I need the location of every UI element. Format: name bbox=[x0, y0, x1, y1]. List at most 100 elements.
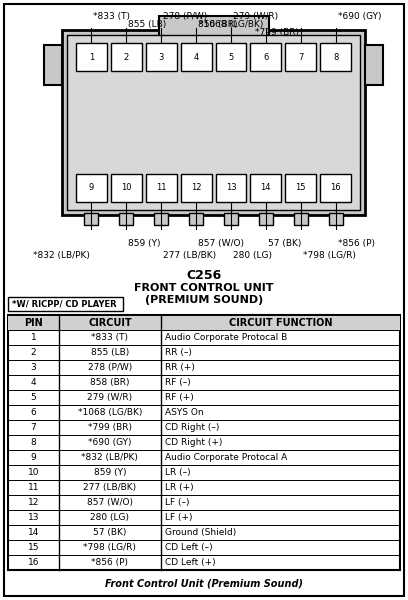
Text: 57 (BK): 57 (BK) bbox=[93, 528, 126, 537]
Text: *690 (GY): *690 (GY) bbox=[88, 438, 132, 447]
Bar bbox=[285, 174, 316, 202]
Bar bbox=[44, 45, 62, 85]
Text: 12: 12 bbox=[191, 184, 201, 193]
Text: 8: 8 bbox=[333, 52, 338, 61]
Bar bbox=[294, 213, 308, 225]
Text: LF (+): LF (+) bbox=[165, 513, 193, 522]
Text: 4: 4 bbox=[193, 52, 199, 61]
Bar bbox=[8, 315, 400, 330]
Bar bbox=[158, 16, 268, 38]
Text: 859 (Y): 859 (Y) bbox=[128, 239, 161, 248]
Bar bbox=[111, 174, 142, 202]
Bar bbox=[320, 43, 351, 71]
Text: 4: 4 bbox=[31, 378, 36, 387]
Text: 7: 7 bbox=[298, 52, 304, 61]
Bar bbox=[189, 213, 203, 225]
Text: *799 (BR): *799 (BR) bbox=[255, 28, 299, 37]
Text: 12: 12 bbox=[28, 498, 39, 507]
Text: 57 (BK): 57 (BK) bbox=[268, 239, 301, 248]
Bar bbox=[119, 213, 133, 225]
Text: PIN: PIN bbox=[24, 317, 43, 328]
Text: 13: 13 bbox=[226, 184, 236, 193]
Text: *799 (BR): *799 (BR) bbox=[88, 423, 132, 432]
Text: C256: C256 bbox=[186, 269, 222, 282]
Bar bbox=[215, 43, 246, 71]
Text: 1: 1 bbox=[89, 52, 94, 61]
Text: *856 (P): *856 (P) bbox=[337, 239, 375, 248]
Text: LF (–): LF (–) bbox=[165, 498, 189, 507]
Bar bbox=[146, 43, 177, 71]
Text: *833 (T): *833 (T) bbox=[93, 12, 131, 21]
Bar bbox=[181, 43, 211, 71]
Bar bbox=[62, 30, 365, 215]
Bar bbox=[328, 213, 343, 225]
Text: 855 (LB): 855 (LB) bbox=[91, 348, 129, 357]
Bar bbox=[76, 174, 107, 202]
Text: 13: 13 bbox=[28, 513, 39, 522]
Text: CD Right (–): CD Right (–) bbox=[165, 423, 219, 432]
Text: CD Left (–): CD Left (–) bbox=[165, 543, 213, 552]
Text: CD Right (+): CD Right (+) bbox=[165, 438, 222, 447]
Bar bbox=[320, 174, 351, 202]
Text: 858 (BR): 858 (BR) bbox=[90, 378, 130, 387]
Bar bbox=[67, 35, 360, 210]
Text: 9: 9 bbox=[89, 184, 94, 193]
Text: 14: 14 bbox=[261, 184, 271, 193]
Text: Audio Corporate Protocal A: Audio Corporate Protocal A bbox=[165, 453, 287, 462]
Text: *833 (T): *833 (T) bbox=[91, 333, 129, 342]
Text: FRONT CONTROL UNIT: FRONT CONTROL UNIT bbox=[134, 283, 274, 293]
Text: *832 (LB/PK): *832 (LB/PK) bbox=[33, 251, 89, 260]
Bar bbox=[365, 45, 383, 85]
Text: 11: 11 bbox=[156, 184, 166, 193]
Text: 279 (W/R): 279 (W/R) bbox=[233, 12, 278, 21]
Bar bbox=[215, 174, 246, 202]
Text: 10: 10 bbox=[28, 468, 39, 477]
Text: 5: 5 bbox=[228, 52, 233, 61]
Text: 279 (W/R): 279 (W/R) bbox=[87, 393, 133, 402]
Text: CIRCUIT FUNCTION: CIRCUIT FUNCTION bbox=[229, 317, 332, 328]
Bar bbox=[8, 315, 400, 570]
Text: 856 (BR): 856 (BR) bbox=[198, 20, 237, 29]
Text: *798 (LG/R): *798 (LG/R) bbox=[303, 251, 355, 260]
Text: RF (+): RF (+) bbox=[165, 393, 194, 402]
Bar bbox=[251, 174, 281, 202]
Text: Ground (Shield): Ground (Shield) bbox=[165, 528, 236, 537]
Text: *1068 (LG/BK): *1068 (LG/BK) bbox=[78, 408, 142, 417]
Text: CD Left (+): CD Left (+) bbox=[165, 558, 215, 567]
Text: 11: 11 bbox=[28, 483, 39, 492]
Text: 857 (W/O): 857 (W/O) bbox=[198, 239, 244, 248]
Bar bbox=[84, 213, 98, 225]
Text: *1068 (LG/BK): *1068 (LG/BK) bbox=[200, 20, 264, 29]
Text: 857 (W/O): 857 (W/O) bbox=[87, 498, 133, 507]
Text: ASYS On: ASYS On bbox=[165, 408, 204, 417]
Text: 16: 16 bbox=[330, 184, 341, 193]
Text: 2: 2 bbox=[31, 348, 36, 357]
Text: 10: 10 bbox=[121, 184, 131, 193]
Text: Audio Corporate Protocal B: Audio Corporate Protocal B bbox=[165, 333, 287, 342]
Text: 9: 9 bbox=[31, 453, 36, 462]
Bar bbox=[259, 213, 273, 225]
Text: 278 (P/W): 278 (P/W) bbox=[163, 12, 207, 21]
Text: 8: 8 bbox=[31, 438, 36, 447]
Bar bbox=[146, 174, 177, 202]
Text: 15: 15 bbox=[28, 543, 39, 552]
Text: 14: 14 bbox=[28, 528, 39, 537]
Text: LR (–): LR (–) bbox=[165, 468, 191, 477]
Text: 3: 3 bbox=[31, 363, 36, 372]
Text: 859 (Y): 859 (Y) bbox=[94, 468, 126, 477]
Text: Front Control Unit (Premium Sound): Front Control Unit (Premium Sound) bbox=[105, 578, 303, 588]
Text: RF (–): RF (–) bbox=[165, 378, 191, 387]
Text: *832 (LB/PK): *832 (LB/PK) bbox=[82, 453, 138, 462]
Text: 1: 1 bbox=[31, 333, 36, 342]
Text: *690 (GY): *690 (GY) bbox=[337, 12, 381, 21]
Bar bbox=[224, 213, 238, 225]
Bar bbox=[181, 174, 211, 202]
Text: 278 (P/W): 278 (P/W) bbox=[88, 363, 132, 372]
Bar bbox=[285, 43, 316, 71]
Text: 5: 5 bbox=[31, 393, 36, 402]
Bar bbox=[154, 213, 168, 225]
Text: 6: 6 bbox=[31, 408, 36, 417]
Bar bbox=[8, 297, 123, 311]
Text: 7: 7 bbox=[31, 423, 36, 432]
Text: RR (–): RR (–) bbox=[165, 348, 192, 357]
